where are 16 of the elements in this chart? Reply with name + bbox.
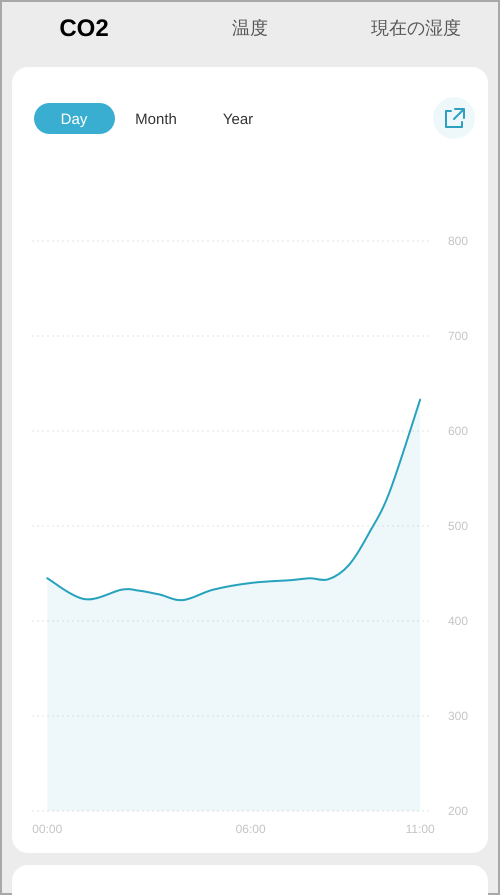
text: 現在の湿度 bbox=[371, 18, 461, 38]
x-tick-label: 00:00 bbox=[32, 822, 63, 836]
y-tick-label: 600 bbox=[448, 424, 468, 438]
x-tick-label: 11:00 bbox=[406, 822, 436, 836]
y-tick-label: 300 bbox=[448, 709, 468, 723]
y-tick-label: 800 bbox=[448, 234, 468, 248]
y-tick-label: 400 bbox=[448, 614, 468, 628]
text: Month bbox=[135, 111, 177, 128]
text: 温度 bbox=[232, 18, 268, 38]
chart-title: CO2 bbox=[59, 15, 109, 42]
y-tick-label: 500 bbox=[448, 519, 468, 533]
y-tick-label: 200 bbox=[448, 804, 468, 818]
x-tick-label: 06:00 bbox=[236, 822, 266, 836]
text: Day bbox=[60, 111, 88, 128]
text: Year bbox=[222, 111, 254, 128]
y-tick-label: 700 bbox=[448, 329, 468, 343]
